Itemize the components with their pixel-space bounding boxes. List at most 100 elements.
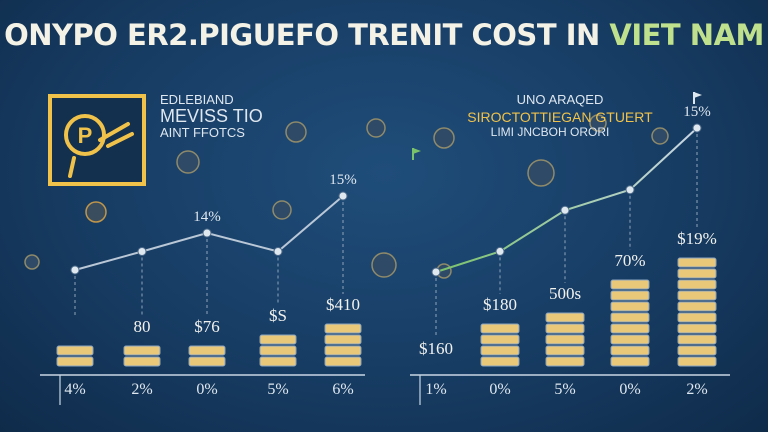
bar-slab (610, 345, 650, 356)
bar-slab (324, 356, 362, 367)
chart-title-accent: VIET NAM (609, 18, 764, 52)
coin-icon-group (24, 114, 669, 279)
bar (123, 345, 161, 367)
x-tick-label: 1% (425, 381, 446, 398)
bar (188, 345, 226, 367)
bar-slab (480, 345, 520, 356)
coin-hand-icon: P (48, 94, 146, 186)
flag-icon (693, 92, 702, 104)
x-tick-label: 5% (267, 381, 288, 398)
bar-slab (677, 323, 717, 334)
line-point-label: 14% (193, 209, 221, 225)
line-point (431, 267, 441, 277)
x-tick-label: 4% (64, 381, 85, 398)
coin-icon (24, 254, 40, 270)
bar-slab (188, 356, 226, 367)
bar-slab (545, 323, 585, 334)
bar-slab (677, 312, 717, 323)
bar-slab (480, 334, 520, 345)
line-point-label: 15% (683, 104, 711, 120)
bar-slab (677, 279, 717, 290)
bar (324, 323, 362, 367)
bar-value-label: $19% (677, 229, 717, 248)
x-tick-label: 0% (489, 381, 510, 398)
left-caption-line-2: MEVISS TIO (160, 106, 263, 126)
right-caption-line-2: SIROCTOTTIEGAN GTUERT (467, 109, 653, 125)
bar-slab (324, 323, 362, 334)
bar (545, 312, 585, 367)
bar-slab (677, 290, 717, 301)
x-tick-label: 6% (332, 381, 353, 398)
bar-slab (545, 356, 585, 367)
line-point (202, 228, 212, 238)
coin-icon (433, 127, 455, 149)
line-point (137, 247, 147, 256)
line-point (338, 191, 348, 201)
bar-slab (677, 257, 717, 268)
coin-icon (85, 201, 107, 223)
coin-icon (371, 252, 397, 278)
chart-left: 4% 2% 80 0% $76 5% $S 6% $410 14% 15% (40, 172, 365, 405)
bar-slab (610, 312, 650, 323)
bar-slab (123, 356, 161, 367)
bar (610, 279, 650, 367)
bar-value-label: 70% (614, 251, 645, 270)
line-point (625, 185, 635, 195)
bar-slab (56, 345, 94, 356)
x-tick-label: 2% (131, 381, 152, 398)
x-tick-label: 5% (554, 381, 575, 398)
coin-icon (366, 118, 386, 138)
bar (480, 323, 520, 367)
x-tick-label: 0% (196, 381, 217, 398)
line-point-label: 15% (329, 172, 357, 188)
trend-line (435, 127, 698, 273)
chart-right: 1% $160 0% $180 5% 500s 0% 70% 2% $19% 15% (410, 104, 730, 405)
bar-value-label: $160 (419, 339, 453, 358)
coin-icon (527, 159, 555, 187)
bar-slab (610, 279, 650, 290)
bar-slab (610, 323, 650, 334)
bar-slab (259, 334, 297, 345)
coin-icon (651, 127, 669, 145)
bar-slab (677, 334, 717, 345)
coin-icon (272, 200, 292, 220)
bar-slab (610, 334, 650, 345)
coin-icon (285, 121, 307, 143)
chart-title: ONYPO ER2.PIGUEFO TRENIT COST IN VIET NA… (0, 18, 768, 52)
bar-slab (677, 268, 717, 279)
bar-slab (677, 356, 717, 367)
line-point (692, 123, 702, 133)
bar-slab (480, 323, 520, 334)
chart-title-main: ONYPO ER2.PIGUEFO TRENIT COST IN (4, 18, 600, 52)
bar-slab (610, 356, 650, 367)
bar-value-label: $180 (483, 295, 517, 314)
x-tick-label: 0% (619, 381, 640, 398)
bar-slab (324, 345, 362, 356)
coin-icon (176, 150, 200, 174)
bar-slab (123, 345, 161, 356)
bar-value-label: 80 (134, 317, 151, 336)
line-point (273, 247, 283, 256)
x-tick-label: 2% (686, 381, 707, 398)
right-caption-line-1: UNO ARAQED (517, 92, 604, 107)
bar-slab (610, 290, 650, 301)
bar (259, 334, 297, 367)
line-point (495, 246, 505, 256)
left-caption-line-3: AINT FFOTCS (160, 125, 245, 140)
bar-slab (480, 356, 520, 367)
bar-slab (259, 345, 297, 356)
line-point (70, 265, 80, 275)
bar-slab (545, 334, 585, 345)
bar-slab (324, 334, 362, 345)
line-point (560, 205, 570, 215)
bar (56, 345, 94, 367)
bar-slab (545, 345, 585, 356)
bar-value-label: 500s (549, 284, 581, 303)
svg-text:P: P (78, 123, 93, 148)
bar-value-label: $410 (326, 295, 360, 314)
bar-slab (610, 301, 650, 312)
bar (677, 257, 717, 367)
bar-slab (677, 301, 717, 312)
bar-slab (259, 356, 297, 367)
left-caption-line-1: EDLEBIAND (160, 92, 234, 107)
